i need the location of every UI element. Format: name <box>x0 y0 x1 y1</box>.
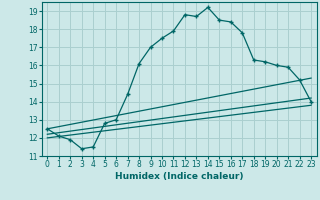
X-axis label: Humidex (Indice chaleur): Humidex (Indice chaleur) <box>115 172 244 181</box>
